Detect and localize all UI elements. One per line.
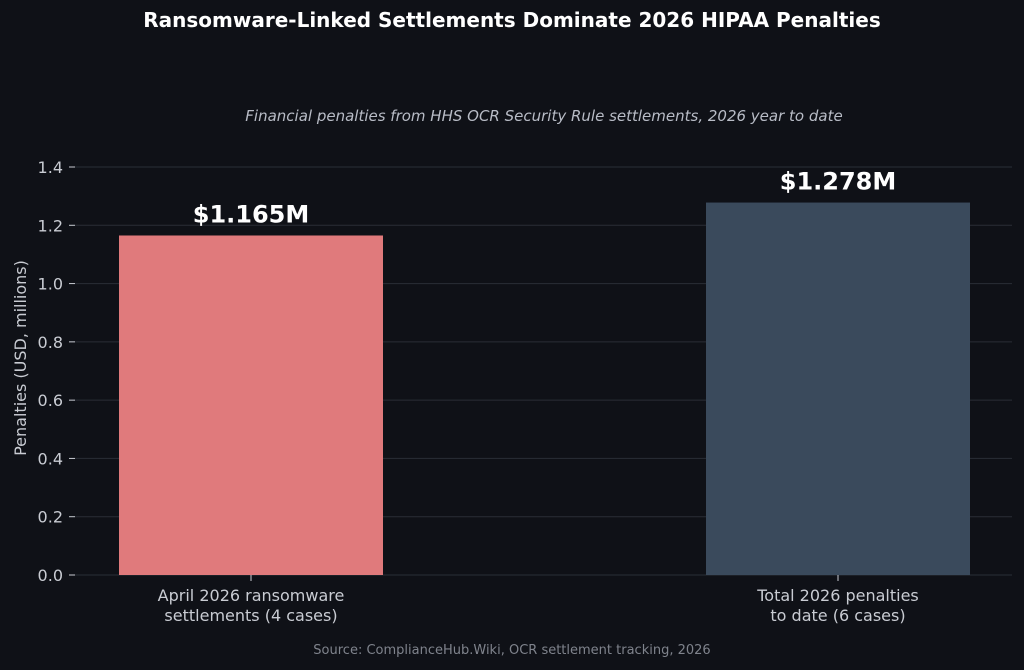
source-note: Source: ComplianceHub.Wiki, OCR settleme… [313,643,711,658]
y-tick-label: 0.2 [38,508,63,527]
y-tick-label: 0.8 [38,333,63,352]
y-tick-label: 0.4 [38,449,63,468]
bar-value-label: $1.165M [193,200,310,228]
bars [119,202,970,575]
y-tick-label: 1.0 [38,275,63,294]
bar [119,235,383,575]
y-axis-label: Penalties (USD, millions) [11,260,30,456]
y-tick-label: 0.6 [38,391,63,410]
y-tick-label: 1.2 [38,216,63,235]
y-tick-label: 1.4 [38,158,63,177]
x-category-label: settlements (4 cases) [164,606,337,625]
y-axis-ticks: 0.0 0.2 0.4 0.6 0.8 1.0 1.2 1.4 [38,158,75,585]
x-category-label: to date (6 cases) [770,606,905,625]
bar [706,202,970,575]
x-category-label: Total 2026 penalties [756,586,919,605]
chart-subtitle: Financial penalties from HHS OCR Securit… [245,107,843,125]
data-labels: $1.165M $1.278M [193,168,897,229]
chart-title: Ransomware-Linked Settlements Dominate 2… [143,8,881,32]
x-category-label: April 2026 ransomware [158,586,345,605]
y-tick-label: 0.0 [38,566,63,585]
bar-value-label: $1.278M [780,168,897,196]
